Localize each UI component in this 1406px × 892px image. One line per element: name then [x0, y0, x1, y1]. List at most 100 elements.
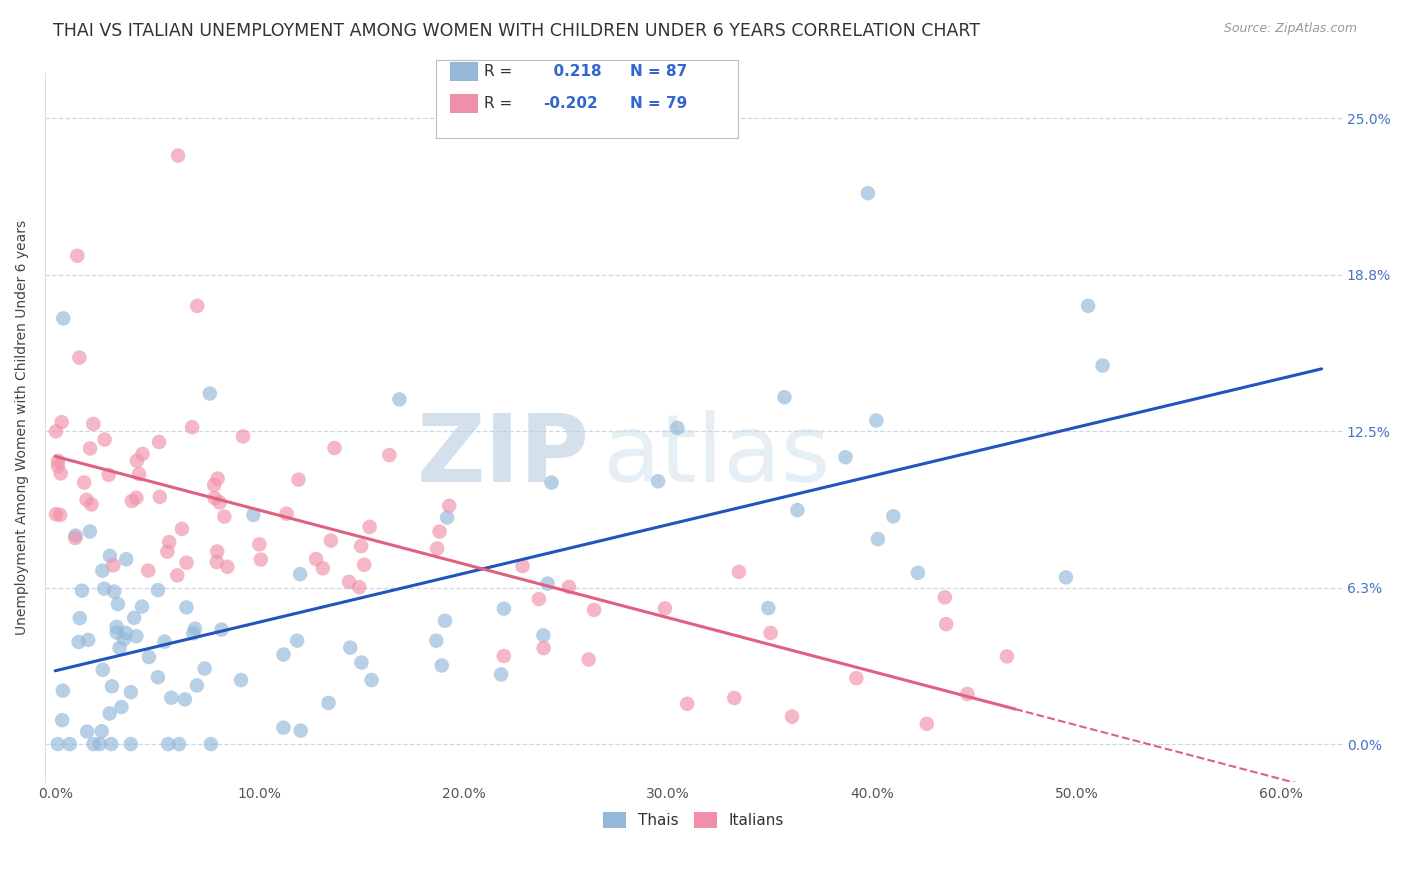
Point	[337, 574, 360, 589]
Text: THAI VS ITALIAN UNEMPLOYMENT AMONG WOMEN WITH CHILDREN UNDER 6 YEARS CORRELATION: THAI VS ITALIAN UNEMPLOYMENT AMONG WOMEN…	[53, 22, 980, 40]
Point	[865, 413, 887, 427]
Point	[388, 392, 411, 407]
Point	[437, 499, 460, 513]
Point	[45, 508, 67, 522]
Point	[759, 626, 782, 640]
Point	[205, 544, 228, 558]
Point	[531, 628, 554, 642]
Point	[540, 475, 562, 490]
Point	[153, 634, 176, 648]
Point	[276, 507, 298, 521]
Point	[120, 737, 142, 751]
Point	[512, 559, 534, 574]
Y-axis label: Unemployment Among Women with Children Under 6 years: Unemployment Among Women with Children U…	[15, 219, 30, 635]
Point	[122, 611, 145, 625]
Point	[527, 592, 550, 607]
Point	[359, 520, 381, 534]
Point	[120, 685, 142, 699]
Point	[205, 555, 228, 569]
Point	[489, 667, 512, 681]
Point	[492, 601, 515, 615]
Point	[353, 558, 375, 572]
Point	[82, 417, 104, 431]
Point	[194, 662, 217, 676]
Point	[186, 678, 208, 692]
Point	[723, 691, 745, 706]
Point	[138, 650, 160, 665]
Point	[208, 495, 231, 509]
Point	[125, 491, 148, 505]
Point	[654, 601, 676, 615]
Point	[285, 633, 308, 648]
Point	[51, 713, 73, 727]
Point	[70, 583, 93, 598]
Point	[98, 706, 121, 721]
Text: -0.202: -0.202	[543, 96, 598, 111]
Point	[339, 640, 361, 655]
Point	[676, 697, 699, 711]
Point	[83, 737, 105, 751]
Point	[834, 450, 856, 465]
Point	[115, 626, 138, 640]
Point	[907, 566, 929, 580]
Text: atlas: atlas	[603, 409, 831, 501]
Point	[131, 447, 153, 461]
Point	[93, 582, 115, 596]
Point	[98, 549, 121, 563]
Point	[207, 472, 229, 486]
Point	[318, 696, 340, 710]
Point	[647, 475, 669, 489]
Point	[125, 454, 148, 468]
Point	[934, 591, 956, 605]
Point	[198, 386, 221, 401]
Point	[80, 498, 103, 512]
Text: Source: ZipAtlas.com: Source: ZipAtlas.com	[1223, 22, 1357, 36]
Point	[105, 625, 128, 640]
Point	[105, 620, 128, 634]
Point	[46, 737, 69, 751]
Point	[121, 494, 143, 508]
Point	[995, 649, 1018, 664]
Point	[131, 599, 153, 614]
Point	[65, 531, 87, 545]
Point	[166, 568, 188, 582]
Point	[76, 724, 98, 739]
Point	[436, 510, 458, 524]
Point	[287, 473, 309, 487]
Point	[108, 640, 131, 655]
Point	[273, 648, 295, 662]
Point	[533, 641, 555, 656]
Point	[232, 429, 254, 443]
Point	[866, 532, 889, 546]
Point	[288, 567, 311, 582]
Legend: Thais, Italians: Thais, Italians	[596, 806, 790, 834]
Point	[146, 583, 169, 598]
Point	[45, 425, 67, 439]
Point	[115, 552, 138, 566]
Point	[167, 148, 190, 162]
Text: N = 87: N = 87	[630, 64, 688, 78]
Point	[103, 584, 125, 599]
Point	[170, 522, 193, 536]
Point	[101, 679, 124, 693]
Point	[76, 492, 98, 507]
Point	[174, 692, 197, 706]
Point	[583, 603, 606, 617]
Point	[176, 600, 198, 615]
Point	[91, 564, 114, 578]
Point	[290, 723, 312, 738]
Point	[184, 622, 207, 636]
Point	[425, 633, 447, 648]
Point	[128, 467, 150, 482]
Point	[51, 415, 73, 429]
Point	[67, 351, 90, 365]
Point	[69, 611, 91, 625]
Point	[204, 491, 226, 505]
Point	[90, 724, 112, 739]
Point	[176, 556, 198, 570]
Point	[79, 442, 101, 456]
Point	[666, 421, 689, 435]
Text: ZIP: ZIP	[416, 409, 589, 501]
Point	[347, 580, 370, 594]
Point	[217, 559, 239, 574]
